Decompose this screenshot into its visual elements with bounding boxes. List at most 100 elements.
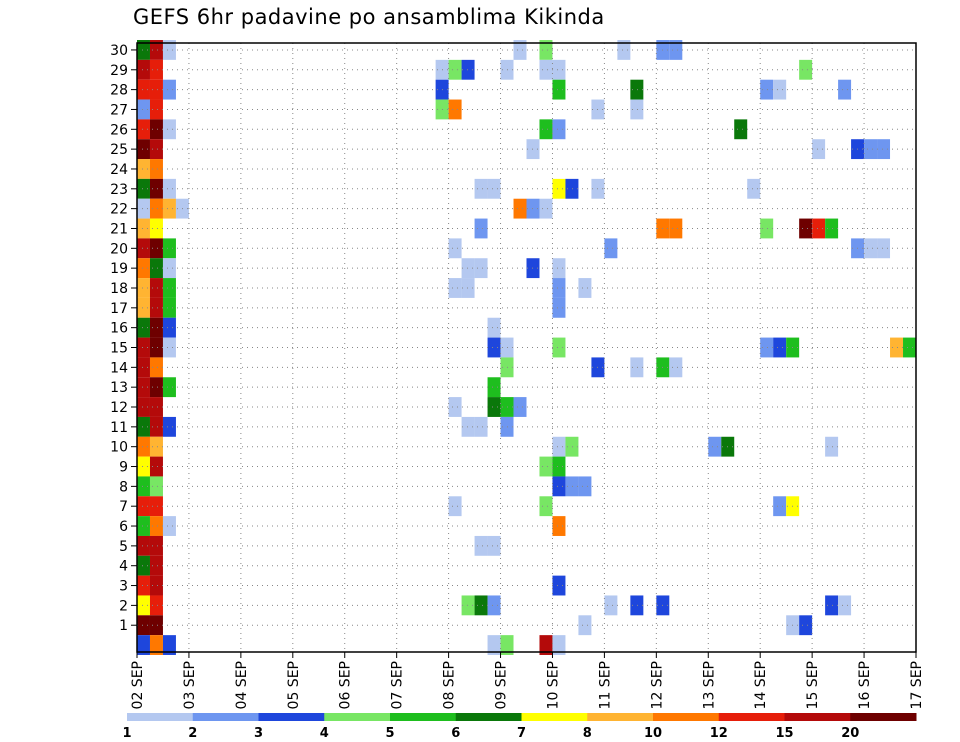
heatmap-cell <box>864 139 878 160</box>
y-tick-label: 28 <box>110 83 128 99</box>
heatmap-cell <box>578 615 592 636</box>
y-tick-label: 3 <box>119 579 128 595</box>
legend-label: 5 <box>385 726 394 741</box>
legend-swatch <box>784 713 851 721</box>
heatmap-cell <box>448 397 462 417</box>
heatmap-cell <box>773 496 787 517</box>
y-tick-label: 22 <box>110 202 128 218</box>
y-tick-label: 30 <box>110 43 128 59</box>
heatmap-cell <box>552 436 566 457</box>
heatmap-cell <box>487 377 501 398</box>
heatmap-cell <box>137 297 150 318</box>
heatmap-cell <box>760 337 774 358</box>
legend-label: 8 <box>583 726 592 741</box>
heatmap-cell <box>513 397 527 417</box>
heatmap-cell <box>149 198 163 219</box>
y-axis: 1234567891011121314151617181920212223242… <box>110 43 137 634</box>
x-tick-label: 04 SEP <box>234 661 250 709</box>
heatmap-cell <box>513 40 527 60</box>
heatmap-cell <box>149 139 163 160</box>
legend-swatch <box>850 713 917 721</box>
heatmap-cell <box>734 119 748 140</box>
heatmap-cell <box>162 317 176 338</box>
heatmap-cell <box>137 139 150 160</box>
heatmap-cell <box>552 635 566 655</box>
heatmap-cell <box>604 238 618 259</box>
legend-label: 2 <box>188 726 197 741</box>
heatmap-cell <box>149 397 163 417</box>
x-tick-label: 03 SEP <box>182 661 198 709</box>
heatmap-cell <box>487 535 501 556</box>
heatmap-cell <box>137 218 150 239</box>
legend-swatch <box>390 713 457 721</box>
heatmap-cell <box>760 218 774 239</box>
legend-swatch <box>258 713 325 721</box>
heatmap-cell <box>137 258 150 279</box>
legend-swatch <box>587 713 654 721</box>
heatmap-cell <box>162 297 176 318</box>
heatmap-cell <box>877 139 891 160</box>
legend-label: 3 <box>254 726 263 741</box>
heatmap-cell <box>137 278 150 298</box>
heatmap-cell <box>149 635 163 655</box>
heatmap-cell <box>604 595 618 616</box>
heatmap-cell <box>799 59 813 80</box>
y-tick-label: 15 <box>110 341 128 357</box>
heatmap-cell <box>487 397 501 417</box>
heatmap-cell <box>487 595 501 616</box>
y-tick-label: 5 <box>119 539 128 555</box>
legend-swatch <box>653 713 720 721</box>
heatmap-cell <box>500 635 514 655</box>
y-tick-label: 21 <box>110 221 128 237</box>
heatmap-cell <box>149 377 163 398</box>
heatmap-cell <box>747 178 761 199</box>
y-tick-label: 18 <box>110 281 128 297</box>
heatmap-cell <box>474 178 488 199</box>
x-tick-label: 09 SEP <box>494 661 510 709</box>
x-tick-label: 08 SEP <box>442 661 458 709</box>
y-tick-label: 12 <box>110 400 128 416</box>
heatmap-cell <box>149 357 163 378</box>
heatmap-cell <box>487 337 501 358</box>
heatmap-cell <box>552 59 566 80</box>
heatmap-cell <box>890 337 904 358</box>
heatmap-cell <box>864 238 878 259</box>
grid-lines <box>137 43 916 652</box>
heatmap-cell <box>137 516 150 536</box>
y-tick-label: 20 <box>110 241 128 257</box>
heatmap-cell <box>825 436 839 457</box>
y-tick-label: 17 <box>110 301 128 317</box>
heatmap-cell <box>825 218 839 239</box>
y-tick-label: 11 <box>110 420 128 436</box>
heatmap-cell <box>137 178 150 199</box>
x-tick-label: 06 SEP <box>338 661 354 709</box>
heatmap-cell <box>474 535 488 556</box>
y-tick-label: 16 <box>110 321 128 337</box>
heatmap-cell <box>149 456 163 477</box>
heatmap-cell <box>513 198 527 219</box>
heatmap-cell <box>552 575 566 596</box>
heatmap-cell <box>448 278 462 298</box>
heatmap-cell <box>448 238 462 259</box>
heatmap-cell <box>162 516 176 536</box>
heatmap-cell <box>838 595 852 616</box>
y-tick-label: 13 <box>110 380 128 396</box>
heatmap-cell <box>137 615 150 636</box>
heatmap-cell <box>552 258 566 279</box>
heatmap-cell <box>137 59 150 80</box>
heatmap-cell <box>137 79 150 100</box>
heatmap-cell <box>149 297 163 318</box>
heatmap-cell <box>448 59 462 80</box>
heatmap-cell <box>137 238 150 259</box>
legend-label: 6 <box>451 726 460 741</box>
heatmap-cell <box>552 119 566 140</box>
y-tick-label: 27 <box>110 102 128 118</box>
heatmap-cell <box>149 496 163 517</box>
heatmap-cell <box>760 79 774 100</box>
heatmap-cell <box>669 218 683 239</box>
heatmap-cell <box>539 119 553 140</box>
legend-swatch <box>192 713 259 721</box>
legend-label: 20 <box>841 726 859 741</box>
y-tick-label: 23 <box>110 182 128 198</box>
heatmap-cell <box>539 635 553 655</box>
